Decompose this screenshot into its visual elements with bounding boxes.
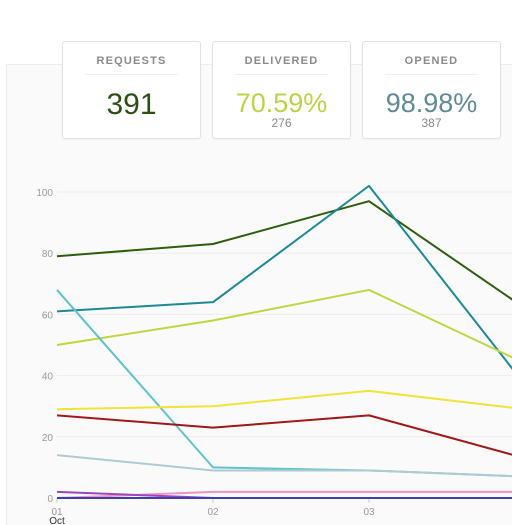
requests-title: REQUESTS xyxy=(96,55,167,67)
y-tick-label: 40 xyxy=(42,372,54,383)
chart-panel xyxy=(6,64,512,525)
y-tick-label: 80 xyxy=(42,249,54,260)
card-divider xyxy=(235,74,328,75)
x-tick-label: 03 xyxy=(363,507,375,518)
y-tick-label: 20 xyxy=(42,433,54,444)
delivered-count: 276 xyxy=(271,116,292,130)
y-tick-label: 60 xyxy=(42,310,54,321)
x-month-label: Oct xyxy=(49,516,65,524)
requests-value: 391 xyxy=(106,88,157,121)
opened-card: OPENED 98.98% 387 xyxy=(362,41,501,139)
opened-title: OPENED xyxy=(404,55,459,67)
delivered-percentage: 70.59% xyxy=(235,88,328,118)
card-divider xyxy=(385,74,478,75)
y-tick-label: 0 xyxy=(47,494,53,505)
series-line xyxy=(56,289,512,478)
series-line xyxy=(56,200,512,301)
series-line xyxy=(56,414,512,456)
series-line xyxy=(56,454,512,478)
x-tick-label: 02 xyxy=(207,507,219,518)
y-tick-label: 100 xyxy=(36,188,53,199)
delivered-card: DELIVERED 70.59% 276 xyxy=(212,41,351,139)
opened-percentage: 98.98% xyxy=(385,88,478,118)
x-tick-label: 01 xyxy=(51,507,63,518)
series-line xyxy=(56,389,512,411)
opened-count: 387 xyxy=(421,116,442,130)
series-line xyxy=(56,184,512,370)
requests-card: REQUESTS 391 xyxy=(62,41,201,139)
card-divider xyxy=(85,74,178,75)
series-line xyxy=(56,288,512,359)
delivered-title: DELIVERED xyxy=(244,55,319,67)
